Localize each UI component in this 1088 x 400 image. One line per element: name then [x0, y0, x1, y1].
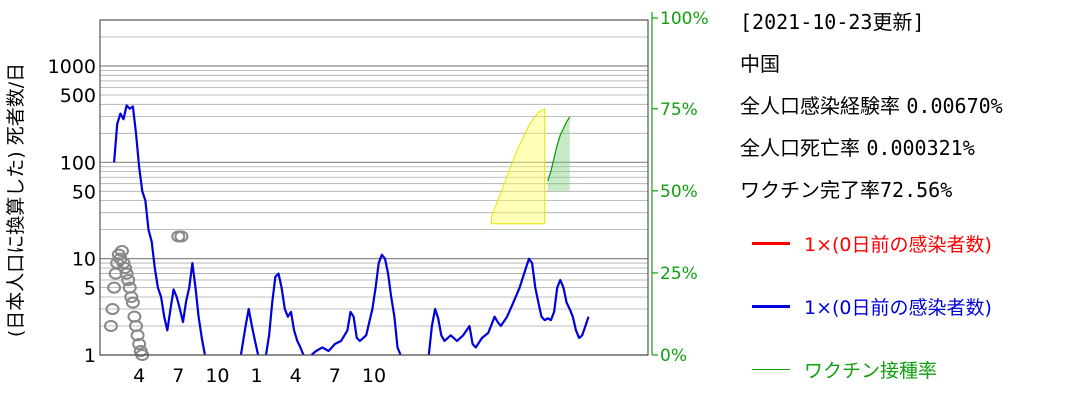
infection-rate: 全人口感染経験率 0.00670%	[740, 90, 1003, 119]
scatter-point	[130, 329, 145, 342]
scatter-point	[114, 245, 129, 258]
grid-lines	[100, 19, 648, 356]
scatter-point	[107, 281, 122, 294]
scatter-point	[124, 290, 139, 303]
plot-frame	[99, 12, 653, 356]
projection-area	[490, 107, 546, 225]
vaccine-line	[547, 116, 571, 182]
y-tick-label: 1	[84, 345, 96, 367]
vaccine-projection-band	[490, 107, 546, 225]
death-series	[113, 104, 590, 356]
x-tick-label: 10	[205, 365, 229, 387]
y-tick-label: 5	[84, 278, 96, 300]
right-tick-label: 100%	[660, 9, 709, 29]
scatter-point	[118, 261, 133, 274]
y-axis-label: (日本人口に換算した) 死者数/日	[5, 63, 27, 337]
series-line	[310, 253, 402, 356]
scatter-point	[121, 274, 136, 287]
series-line	[239, 307, 260, 356]
death-rate-label: 全人口死亡率	[740, 136, 860, 160]
plot-border	[99, 19, 649, 356]
right-tick-label: 75%	[660, 100, 698, 120]
legend-label-green: ワクチン接種率	[804, 359, 938, 382]
x-tick-label: 4	[290, 365, 302, 387]
x-tick-label: 7	[329, 365, 341, 387]
x-tick-label: 1	[251, 365, 263, 387]
scatter-point	[116, 257, 131, 270]
legend-swatch-blue	[752, 304, 790, 308]
x-tick-label: 4	[133, 365, 145, 387]
scatter-point	[132, 338, 147, 351]
x-tick-label: 7	[172, 365, 184, 387]
infection-rate-value: 0.00670%	[906, 94, 1003, 118]
legend-item-blue: 1×(0日前の感染者数)	[752, 291, 992, 321]
scatter-point	[105, 303, 120, 316]
vaccine-rate-value: 72.56%	[880, 178, 953, 202]
legend-label-red: 1×(0日前の感染者数)	[804, 233, 992, 256]
right-tick-label: 0%	[660, 346, 687, 366]
legend-item-green: ワクチン接種率	[752, 354, 937, 384]
series-line	[427, 257, 590, 356]
vaccine-series	[547, 116, 571, 191]
right-tick-label: 50%	[660, 182, 698, 202]
vaccine-area	[547, 117, 570, 191]
scatter-point	[103, 319, 118, 332]
death-rate-value: 0.000321%	[866, 136, 975, 160]
update-date: [2021-10-23更新]	[740, 10, 925, 34]
series-line	[264, 272, 305, 356]
scatter-point	[119, 267, 134, 280]
legend-item-red: 1×(0日前の感染者数)	[752, 228, 992, 258]
scatter-point	[174, 230, 189, 243]
axis-ticks: 1 5 10 50 100 500 1000 0% 25% 50% 75% 100% 4 7 10 1 4 7 10	[48, 9, 709, 387]
y-tick-label: 1000	[48, 56, 96, 78]
y-tick-label: 500	[60, 85, 96, 107]
y-tick-label: 10	[72, 249, 96, 271]
y-tick-label: 50	[72, 181, 96, 203]
infection-rate-label: 全人口感染経験率	[740, 94, 900, 118]
scatter-point	[125, 296, 140, 309]
vaccine-rate: ワクチン完了率72.56%	[740, 174, 952, 203]
right-tick-label: 25%	[660, 264, 698, 284]
y-tick-label: 100	[60, 152, 96, 174]
x-tick-label: 10	[362, 365, 386, 387]
vaccine-rate-label: ワクチン完了率	[740, 178, 880, 202]
legend-label-blue: 1×(0日前の感染者数)	[804, 296, 992, 319]
country-name: 中国	[740, 52, 780, 76]
death-rate: 全人口死亡率 0.000321%	[740, 132, 975, 161]
legend-swatch-red	[752, 241, 790, 245]
series-line	[113, 104, 206, 356]
legend-swatch-green	[752, 368, 790, 370]
scatter-series	[103, 230, 189, 361]
